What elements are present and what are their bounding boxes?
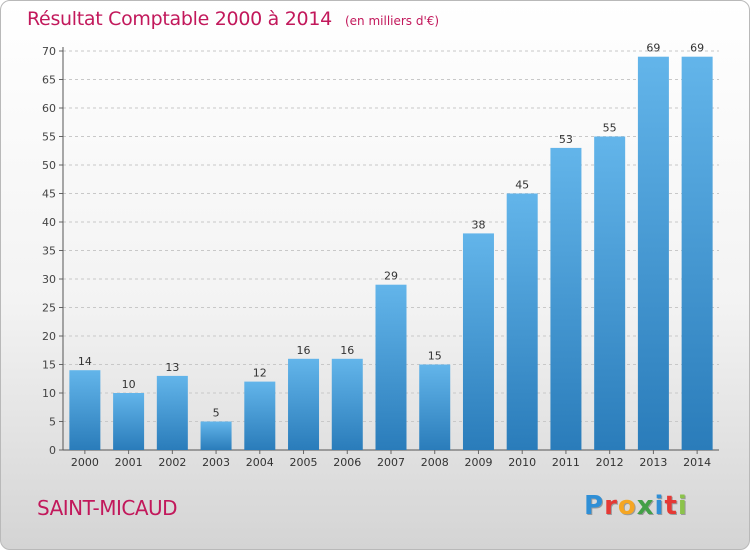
y-tick-label: 45 — [42, 188, 56, 201]
x-tick-label: 2002 — [158, 456, 186, 469]
bar-2010 — [506, 193, 538, 450]
bar-2007 — [375, 284, 407, 450]
x-tick-label: 2008 — [421, 456, 449, 469]
y-tick-label: 60 — [42, 102, 56, 115]
data-label: 12 — [253, 367, 267, 380]
x-tick-label: 2011 — [552, 456, 580, 469]
y-tick-label: 10 — [42, 387, 56, 400]
logo-letter: i — [677, 491, 688, 521]
logo-letter: r — [604, 491, 618, 521]
data-label: 13 — [165, 361, 179, 374]
bar-2011 — [550, 147, 582, 450]
x-tick-label: 2012 — [596, 456, 624, 469]
data-label: 15 — [428, 350, 442, 363]
y-tick-label: 65 — [42, 74, 56, 87]
y-tick-label: 40 — [42, 216, 56, 229]
bar-2014 — [681, 56, 713, 450]
y-tick-label: 30 — [42, 273, 56, 286]
chart-unit: (en milliers d'€) — [344, 14, 440, 28]
data-label: 10 — [122, 378, 136, 391]
bar-2002 — [156, 375, 188, 450]
logo-letter: o — [617, 491, 637, 521]
x-tick-label: 2000 — [71, 456, 99, 469]
data-label: 69 — [690, 42, 704, 55]
x-tick-label: 2003 — [202, 456, 230, 469]
data-label: 55 — [603, 122, 617, 135]
y-tick-label: 35 — [42, 245, 56, 258]
x-tick-label: 2004 — [246, 456, 274, 469]
bar-2012 — [594, 136, 626, 450]
data-label: 69 — [646, 42, 660, 55]
bar-2008 — [419, 364, 451, 450]
logo-letter: P — [584, 491, 605, 521]
logo-letter: x — [636, 491, 655, 521]
y-tick-label: 15 — [42, 359, 56, 372]
bar-2003 — [200, 421, 232, 450]
y-tick-label: 5 — [49, 416, 56, 429]
x-tick-label: 2007 — [377, 456, 405, 469]
chart-title: Résultat Comptable 2000 à 2014 — [27, 8, 332, 30]
data-labels: 14 10 13 5 12 16 16 29 15 38 45 53 55 69 69 — [78, 42, 704, 420]
y-tick-label: 25 — [42, 302, 56, 315]
data-label: 45 — [515, 179, 529, 192]
bar-2013 — [637, 56, 669, 450]
x-tick-label: 2006 — [333, 456, 361, 469]
data-label: 38 — [471, 218, 485, 231]
logo-letter: i — [654, 491, 665, 521]
title-row: Résultat Comptable 2000 à 2014 (en milli… — [27, 8, 439, 30]
data-label: 5 — [213, 407, 220, 420]
x-tick-label: 2013 — [639, 456, 667, 469]
bars — [69, 56, 713, 450]
y-tick-label: 50 — [42, 159, 56, 172]
bar-2009 — [462, 233, 494, 450]
logo-letter: t — [664, 491, 678, 521]
bar-2000 — [69, 370, 101, 450]
x-tick-label: 2001 — [115, 456, 143, 469]
data-label: 29 — [384, 270, 398, 283]
bar-2001 — [113, 393, 145, 450]
x-tick-label: 2005 — [290, 456, 318, 469]
y-tick-label: 70 — [42, 45, 56, 58]
bar-2005 — [288, 358, 320, 450]
y-tick-label: 20 — [42, 330, 56, 343]
bar-2004 — [244, 381, 276, 450]
x-tick-label: 2010 — [508, 456, 536, 469]
x-tick-label: 2009 — [464, 456, 492, 469]
data-label: 53 — [559, 133, 573, 146]
bar-2006 — [331, 358, 363, 450]
proxiti-logo[interactable]: Proxiti — [584, 491, 688, 521]
y-tick-label: 55 — [42, 131, 56, 144]
y-tick-label: 0 — [49, 444, 56, 457]
x-tick-label: 2014 — [683, 456, 711, 469]
data-label: 14 — [78, 355, 92, 368]
data-label: 16 — [340, 344, 354, 357]
commune-name: SAINT-MICAUD — [37, 496, 178, 520]
data-label: 16 — [297, 344, 311, 357]
